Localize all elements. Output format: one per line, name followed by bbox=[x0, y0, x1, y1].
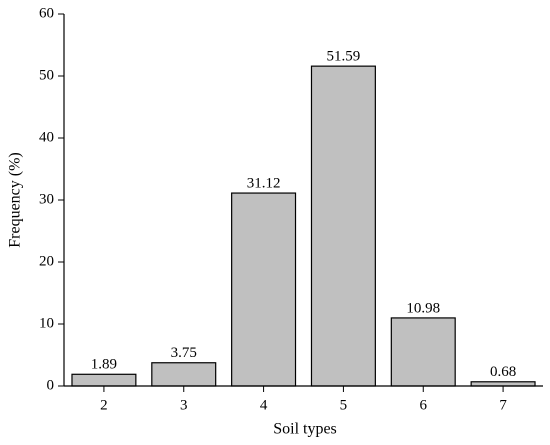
data-label: 31.12 bbox=[247, 175, 281, 191]
y-tick-label: 50 bbox=[39, 67, 54, 83]
bar bbox=[390, 317, 456, 387]
data-label: 0.68 bbox=[490, 364, 516, 380]
data-label: 10.98 bbox=[406, 300, 440, 316]
x-tick-label: 7 bbox=[499, 397, 507, 413]
x-axis-label: Soil types bbox=[273, 421, 337, 438]
y-axis-label: Frequency (%) bbox=[7, 152, 24, 248]
bar bbox=[310, 65, 376, 387]
bar bbox=[470, 381, 536, 387]
x-tick-label: 3 bbox=[180, 397, 188, 413]
x-tick-label: 2 bbox=[100, 397, 108, 413]
data-label: 1.89 bbox=[91, 357, 117, 373]
y-tick-label: 30 bbox=[39, 191, 54, 207]
bar bbox=[71, 373, 137, 387]
x-tick-label: 5 bbox=[340, 397, 348, 413]
bar bbox=[151, 362, 217, 387]
bar bbox=[231, 192, 297, 387]
x-tick-label: 6 bbox=[420, 397, 428, 413]
x-tick-label: 4 bbox=[260, 397, 268, 413]
data-label: 3.75 bbox=[171, 345, 197, 361]
data-label: 51.59 bbox=[327, 49, 361, 65]
y-tick-label: 60 bbox=[39, 5, 54, 21]
y-tick-label: 0 bbox=[47, 377, 55, 393]
y-tick-label: 40 bbox=[39, 129, 54, 145]
y-tick-label: 10 bbox=[39, 315, 54, 331]
y-tick-label: 20 bbox=[39, 253, 54, 269]
